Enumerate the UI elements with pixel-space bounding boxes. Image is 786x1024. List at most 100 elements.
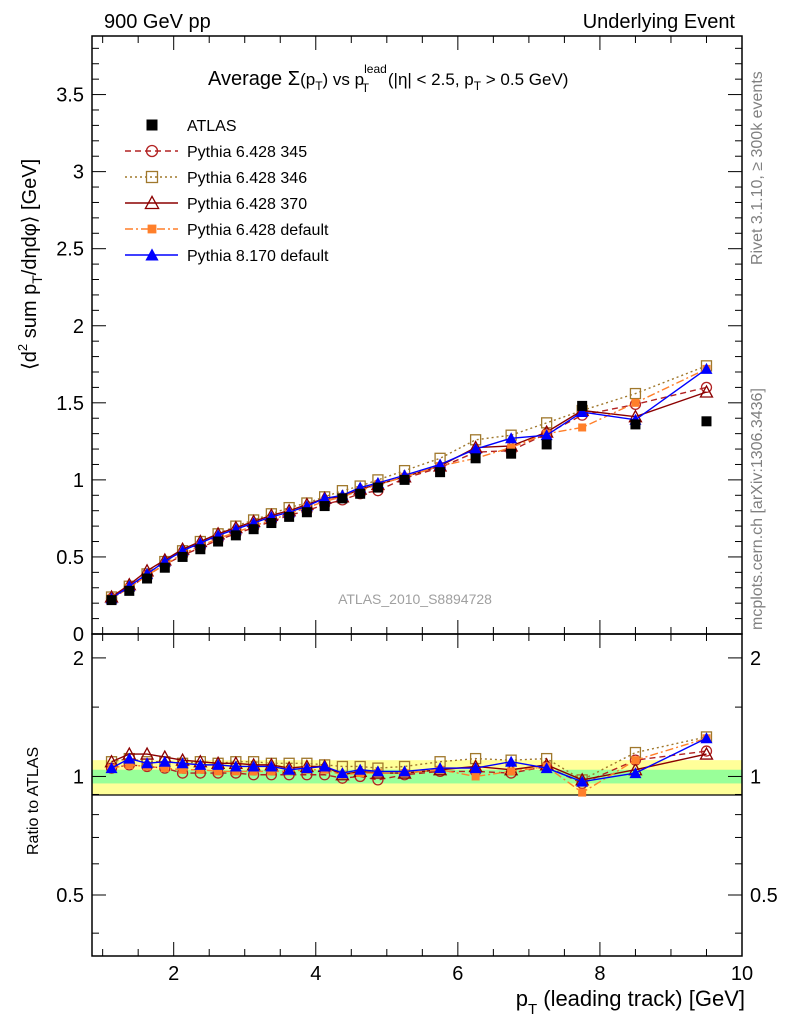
rivet-version-label: Rivet 3.1.10, ≥ 300k events — [749, 71, 766, 265]
data-point — [195, 544, 206, 555]
data-point — [145, 170, 159, 184]
data-point — [300, 762, 313, 774]
data-point — [158, 755, 171, 767]
data-point — [147, 224, 157, 234]
data-point — [399, 474, 410, 485]
ratio-tick-label-right: 2 — [750, 648, 761, 670]
data-point — [435, 467, 446, 478]
legend-label: Pythia 6.428 370 — [187, 196, 307, 213]
data-point — [177, 551, 188, 562]
legend-label: Pythia 6.428 346 — [187, 170, 307, 187]
x-tick-label: 6 — [452, 963, 463, 985]
data-point — [629, 767, 642, 779]
data-point — [505, 432, 518, 444]
collision-label: 900 GeV pp — [104, 11, 211, 33]
ratio-line — [111, 736, 707, 781]
data-point — [144, 195, 160, 210]
data-point — [354, 763, 367, 775]
series-line — [111, 391, 707, 598]
data-point — [265, 760, 278, 772]
y-tick-label: 2 — [73, 316, 84, 338]
data-point — [142, 573, 153, 584]
y-tick-label: 1 — [73, 470, 84, 492]
data-point — [541, 439, 552, 450]
ratio-tick-label-right: 0.5 — [750, 885, 778, 907]
data-point — [540, 429, 553, 441]
analysis-tag: ATLAS_2010_S8894728 — [338, 591, 492, 607]
data-point — [247, 760, 260, 772]
data-point — [630, 419, 641, 430]
data-point — [318, 760, 331, 772]
x-tick-label: 8 — [594, 963, 605, 985]
ratio-y-axis-label: Ratio to ATLAS — [25, 747, 42, 855]
legend-entry: Pythia 8.170 default — [125, 248, 329, 265]
data-point — [266, 518, 277, 529]
data-point — [212, 758, 225, 770]
data-point — [214, 767, 223, 776]
data-point — [469, 443, 482, 455]
x-tick-label: 2 — [168, 963, 179, 985]
data-point — [145, 144, 159, 158]
data-point — [700, 381, 713, 394]
data-point — [106, 595, 117, 606]
data-point — [141, 757, 154, 769]
data-point — [631, 398, 640, 407]
data-point — [124, 585, 135, 596]
main-series-group — [104, 360, 714, 606]
data-point — [213, 536, 224, 547]
data-point — [318, 492, 331, 504]
data-point — [578, 423, 587, 432]
plot-title: Average Σ(pT) vs plead T (|η| < 2.5, pT >… — [208, 62, 568, 95]
ratio-axis-ticks: 0.5 0.5 1 1 2 2 — [56, 648, 778, 934]
data-point — [434, 762, 447, 774]
data-point — [470, 453, 481, 464]
data-point — [248, 524, 259, 535]
mcplots-label: mcplots.cern.ch [arXiv:1306.3436] — [749, 388, 766, 630]
data-point — [336, 767, 349, 779]
data-point — [469, 762, 482, 774]
data-point — [540, 762, 553, 774]
series-atlas — [106, 400, 712, 606]
ratio-tick-label-right: 1 — [750, 766, 761, 788]
data-point — [371, 765, 384, 777]
y-tick-label: 3 — [73, 162, 84, 184]
main-axis-ticks: 0 0.5 1 1.5 2 2.5 3 3.5 — [56, 47, 742, 646]
data-point — [301, 507, 312, 518]
data-point — [230, 530, 241, 541]
ratio-tick-label: 0.5 — [56, 885, 84, 907]
data-point — [372, 482, 383, 493]
data-point — [507, 443, 516, 452]
data-point — [125, 760, 134, 769]
ratio-series-group — [104, 731, 714, 797]
data-point — [701, 416, 712, 427]
data-point — [699, 384, 714, 398]
data-point — [507, 767, 516, 776]
data-point — [145, 248, 159, 261]
data-point — [283, 763, 296, 775]
data-point — [123, 752, 136, 764]
legend-label: ATLAS — [187, 118, 237, 135]
y-tick-label: 0.5 — [56, 547, 84, 569]
data-point — [194, 758, 207, 770]
data-point — [160, 764, 169, 773]
x-axis-label: pT (leading track) [GeV] — [516, 986, 745, 1018]
category-label: Underlying Event — [583, 11, 736, 33]
ratio-tick-label: 1 — [73, 766, 84, 788]
legend: ATLAS Pythia 6.428 345 Pythia 6.428 346 Pyt… — [125, 118, 329, 265]
data-point — [229, 760, 242, 772]
data-point — [576, 775, 589, 787]
y-tick-label: 3.5 — [56, 85, 84, 107]
data-point — [578, 788, 587, 797]
data-point — [105, 762, 118, 774]
data-point — [577, 400, 588, 411]
data-point — [471, 772, 480, 781]
data-point — [337, 493, 348, 504]
data-point — [319, 501, 330, 512]
y-tick-label: 0 — [73, 624, 84, 646]
data-point — [146, 119, 158, 131]
data-point — [631, 756, 640, 765]
legend-entry: Pythia 6.428 370 — [125, 195, 307, 213]
legend-entry: Pythia 6.428 default — [125, 222, 329, 239]
data-point — [176, 757, 189, 769]
legend-label: Pythia 8.170 default — [187, 248, 329, 265]
